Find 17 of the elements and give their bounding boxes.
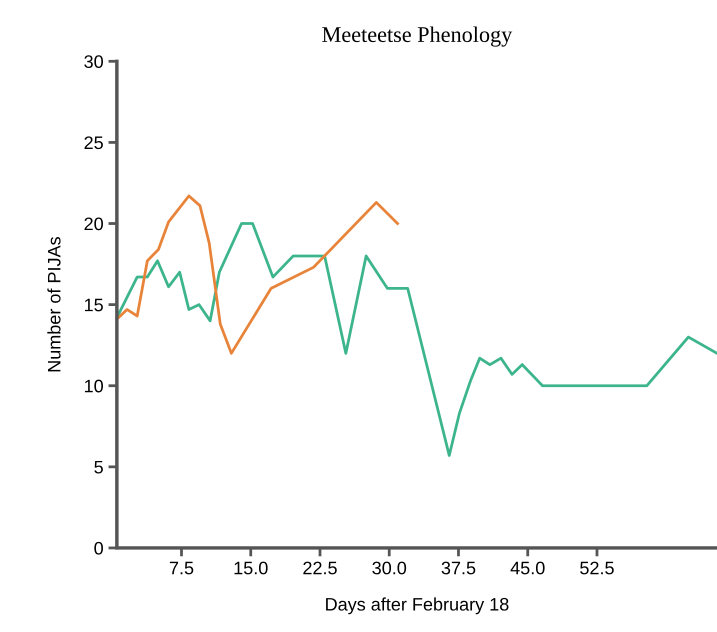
x-tick-label: 52.5 (580, 562, 614, 574)
y-tick-label: 20 (84, 217, 103, 230)
y-tick-label: 15 (84, 298, 103, 312)
x-tick-label: 15.0 (234, 562, 268, 574)
y-tick-label: 0 (94, 542, 103, 555)
x-axis-title: Days after February 18 (326, 597, 508, 614)
y-tick-label: 10 (84, 380, 103, 392)
y-tick-label: 30 (84, 55, 103, 68)
x-tick-label: 45.0 (510, 562, 545, 574)
x-tick-label: 30.0 (372, 562, 406, 574)
x-tick-label: 22.5 (303, 562, 337, 574)
x-tick-label: 37.5 (442, 562, 476, 574)
chart-title: Meeteetse Phenology (322, 26, 512, 47)
x-tick-label: 7.5 (170, 562, 194, 574)
y-tick-label: 25 (84, 136, 103, 150)
y-tick-label: 5 (94, 460, 103, 474)
y-axis-title: Number of PIJAs (47, 237, 61, 372)
